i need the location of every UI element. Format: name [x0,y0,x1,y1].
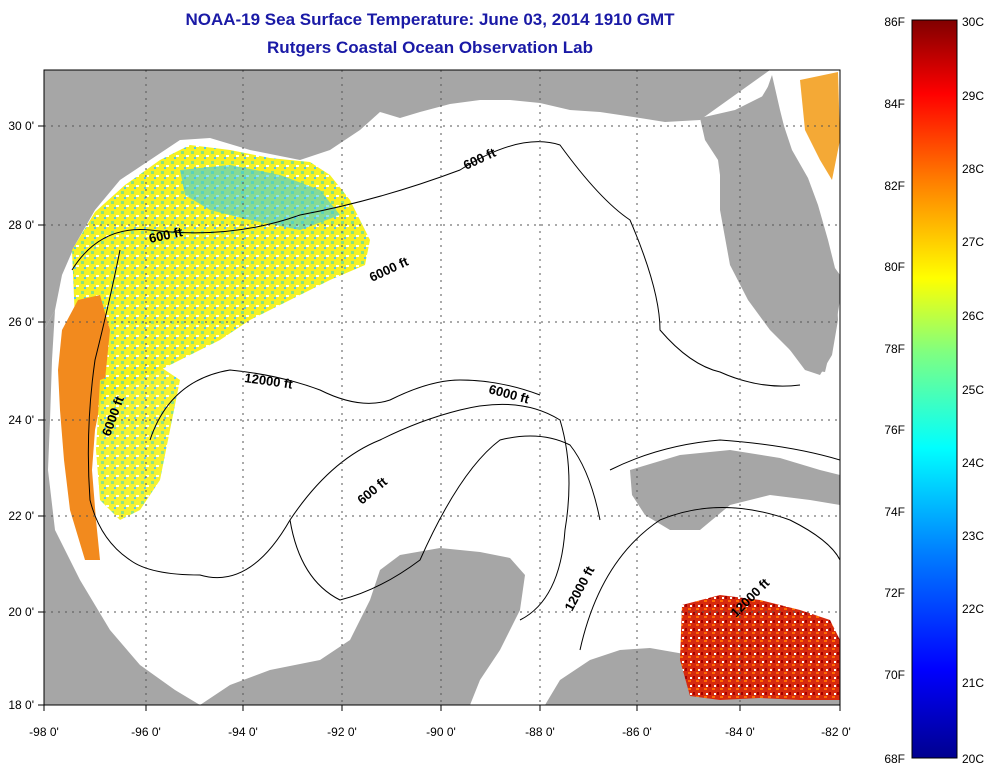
colorbar-f-label: 74F [884,505,905,519]
colorbar-c-label: 27C [962,235,984,249]
cuba-land [630,450,840,530]
contour-label: 600 ft [148,224,185,246]
lon-label: -82 0' [821,725,851,739]
axis-ticks [38,125,841,711]
lat-label: 28 0' [8,218,34,232]
lon-label: -98 0' [29,725,59,739]
lon-label: -90 0' [426,725,456,739]
colorbar-c-label: 28C [962,162,984,176]
colorbar [911,19,958,759]
lon-label: -88 0' [525,725,555,739]
us-landmass [44,70,840,372]
lat-label: 30 0' [8,119,34,133]
contour-6000ft [87,249,570,621]
colorbar-f-label: 72F [884,586,905,600]
lat-label: 26 0' [8,315,34,329]
contour-label: 12000 ft [244,370,295,392]
sst-west-yellow [96,360,180,520]
colorbar-f-label: 80F [884,260,905,274]
lon-label: -86 0' [622,725,652,739]
lat-label: 20 0' [8,605,34,619]
colorbar-f-label: 70F [884,668,905,682]
map-frame [43,69,841,706]
lat-label: 24 0' [8,413,34,427]
yucatan-land [200,548,525,705]
sst-fl-east [800,72,840,180]
colorbar-f-label: 86F [884,15,905,29]
lon-label: -92 0' [327,725,357,739]
longitude-labels: -98 0' -96 0' -94 0' -92 0' -90 0' -88 0… [29,725,851,739]
sst-nw-blues [180,165,340,230]
colorbar-f-label: 82F [884,179,905,193]
colorbar-c-label: 24C [962,456,984,470]
florida-land [700,75,838,375]
colorbar-c-label: 29C [962,89,984,103]
contour-cuba-shelf [609,439,840,471]
lon-label: -96 0' [131,725,161,739]
colorbar-f-label: 68F [884,752,905,766]
contour-600ft-north [71,141,801,387]
colorbar-c-label: 20C [962,752,984,766]
colorbar-c-label: 21C [962,676,984,690]
lon-label: -84 0' [725,725,755,739]
contour-12000ft [149,369,541,441]
sst-coastal-orange [58,295,110,560]
bathymetry-contours [71,141,840,651]
latitude-labels: 30 0' 28 0' 26 0' 24 0' 22 0' 20 0' 18 0… [8,119,34,712]
colorbar-c-labels: 30C 29C 28C 27C 26C 25C 24C 23C 22C 21C … [962,15,984,766]
colorbar-f-labels: 86F 84F 82F 80F 78F 76F 74F 72F 70F 68F [884,15,905,766]
map-subtitle: Rutgers Coastal Ocean Observation Lab [267,38,593,57]
colorbar-c-label: 22C [962,602,984,616]
colorbar-c-label: 23C [962,529,984,543]
map-grid [44,70,840,705]
map-title: NOAA-19 Sea Surface Temperature: June 03… [185,10,675,29]
colorbar-c-label: 26C [962,309,984,323]
colorbar-f-label: 84F [884,97,905,111]
lat-label: 18 0' [8,698,34,712]
sst-se-warm [680,595,840,700]
colorbar-c-label: 30C [962,15,984,29]
colorbar-f-label: 78F [884,342,905,356]
lat-label: 22 0' [8,509,34,523]
contour-600ft-south [289,435,601,601]
mexico-west-land [44,310,200,705]
contour-12000ft-south [579,507,840,651]
colorbar-f-label: 76F [884,423,905,437]
colorbar-c-label: 25C [962,383,984,397]
lon-label: -94 0' [228,725,258,739]
